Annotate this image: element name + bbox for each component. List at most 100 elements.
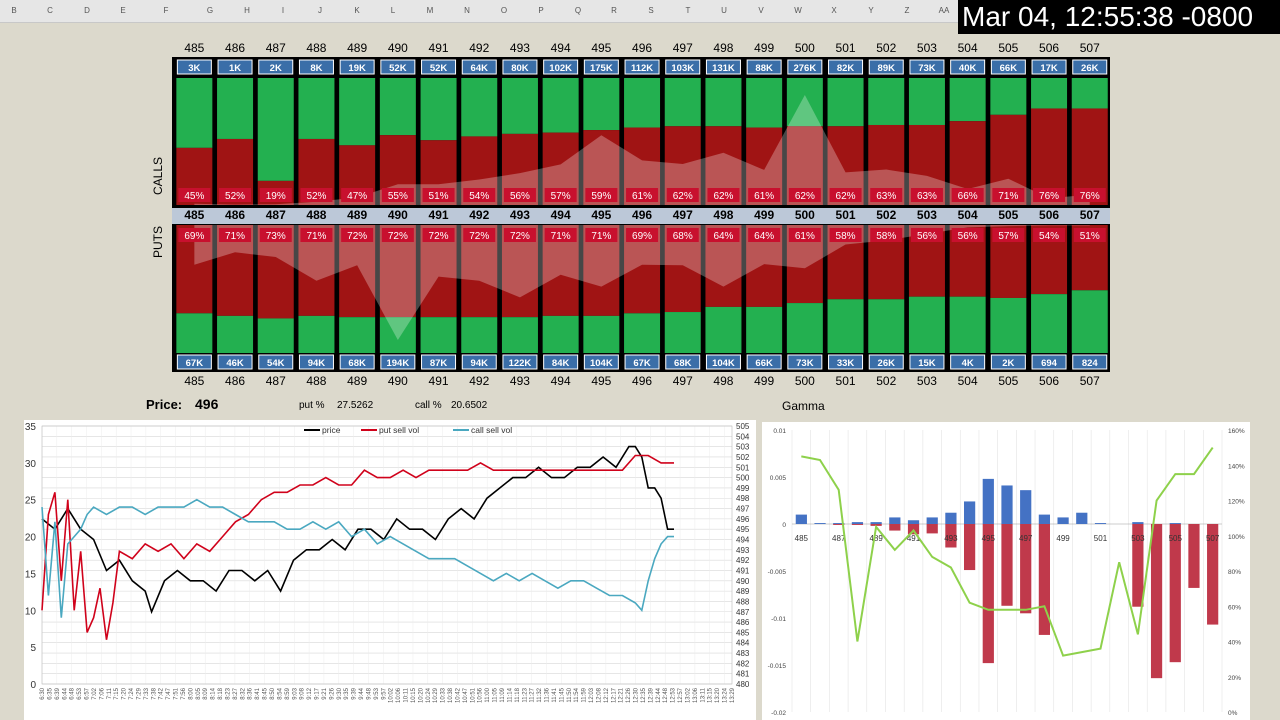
x-tick: 12:12 — [604, 687, 610, 703]
x-tick: 10:06 — [396, 687, 402, 703]
call-buy-bar — [461, 78, 498, 137]
put-volume-value: 824 — [1082, 358, 1099, 369]
strike-label-mid: 494 — [551, 208, 571, 222]
call-sell-pct: 76% — [1039, 191, 1059, 202]
put-volume-badge — [461, 354, 497, 370]
x-tick: 6:44 — [62, 687, 68, 699]
y-left-tick: 15 — [25, 569, 37, 580]
call-sell-pct-badge — [951, 188, 984, 202]
column-letter: Z — [904, 6, 910, 15]
put-gamma-bar — [1150, 524, 1163, 679]
put-gamma-bar — [1188, 524, 1200, 588]
x-tick: 10:02 — [389, 687, 395, 703]
y-right-tick: 503 — [736, 443, 750, 452]
call-volume-value: 175K — [590, 63, 613, 74]
call-volume-value: 80K — [511, 63, 529, 74]
x-tick: 11:41 — [552, 687, 558, 702]
x-tick: 7:24 — [129, 687, 135, 699]
x-tick: 6:53 — [77, 687, 83, 699]
put-buy-bar — [542, 315, 579, 353]
column-letter: F — [163, 6, 169, 15]
call-volume-value: 19K — [348, 63, 366, 74]
put-volume-badge — [868, 354, 904, 370]
put-volume-value: 66K — [755, 358, 773, 369]
column-letter: E — [120, 6, 126, 15]
put-volume-badge — [217, 354, 253, 370]
puts-volume-overlay — [194, 225, 1090, 340]
call-pct-value: 20.6502 — [451, 400, 488, 411]
put-volume-value: 104K — [590, 358, 613, 369]
x-tick: 7:15 — [114, 687, 120, 699]
put-sell-pct-badge — [503, 228, 536, 242]
put-sell-pct-badge — [219, 228, 252, 242]
y-right-tick: 501 — [736, 463, 750, 472]
call-buy-bar — [827, 78, 864, 127]
x-tick: 13:11 — [700, 687, 706, 702]
strike-label-mid: 487 — [266, 208, 286, 222]
put-buy-bar — [379, 317, 416, 353]
call-sell-pct-badge — [544, 188, 577, 202]
y-left-tick: 0 — [782, 522, 786, 529]
gamma-title: Gamma — [782, 399, 825, 413]
strike-label-top: 505 — [998, 41, 1018, 55]
call-buy-bar — [624, 78, 661, 128]
strike-label-bottom: 500 — [795, 374, 815, 388]
y-right-tick: 494 — [736, 536, 750, 545]
put-sell-pct: 72% — [347, 231, 367, 242]
call-sell-pct: 47% — [347, 191, 367, 202]
put-sell-pct: 69% — [184, 231, 204, 242]
put-volume-value: 68K — [348, 358, 366, 369]
strike-label-top: 485 — [184, 41, 204, 55]
put-sell-pct: 69% — [632, 231, 652, 242]
call-sell-pct: 66% — [958, 191, 978, 202]
put-sell-pct: 58% — [836, 231, 856, 242]
call-volume-badge — [258, 59, 294, 75]
call-sell-pct: 62% — [836, 191, 856, 202]
x-tick: 11:54 — [574, 687, 580, 702]
call-gamma-bar — [1076, 512, 1088, 524]
x-tick: 11:50 — [567, 687, 573, 702]
put-volume-value: 2K — [1002, 358, 1014, 369]
x-tick: 489 — [869, 534, 883, 543]
put-volume-badge — [298, 354, 334, 370]
puts-label: PUTS — [151, 226, 165, 258]
strike-label-bottom: 505 — [998, 374, 1018, 388]
put-sell-pct-badge — [666, 228, 699, 242]
y-right-tick: 486 — [736, 618, 750, 627]
put-sell-pct-badge — [992, 228, 1025, 242]
y-right-tick: 483 — [736, 649, 750, 658]
x-tick: 12:57 — [678, 687, 684, 703]
y-right-tick: 0% — [1228, 710, 1238, 717]
strike-label-bottom: 502 — [876, 374, 896, 388]
call-volume-badge — [665, 59, 701, 75]
call-sell-pct: 52% — [306, 191, 326, 202]
call-volume-badge — [1031, 59, 1067, 75]
put-volume-value: 694 — [1041, 358, 1058, 369]
series-line-call-sell-vol — [41, 498, 674, 618]
volume-price-chart: 3530252015105050550450350250150049949849… — [24, 420, 756, 720]
column-letter: N — [464, 6, 470, 15]
strike-label-mid: 493 — [510, 208, 530, 222]
x-tick: 11:14 — [507, 687, 513, 702]
call-sell-pct-badge — [870, 188, 903, 202]
call-sell-pct-badge — [381, 188, 414, 202]
x-tick: 9:26 — [329, 687, 335, 699]
put-sell-pct-badge — [259, 228, 292, 242]
call-buy-bar — [176, 78, 213, 148]
y-right-tick: 160% — [1228, 428, 1245, 435]
strike-label-bottom: 503 — [917, 374, 937, 388]
column-letter: V — [758, 6, 764, 15]
strike-label-mid: 492 — [469, 208, 489, 222]
gamma-chart: 0.01 0.005 0 -0.005 -0.01 -0.015 -0.02 160% 140%… — [762, 422, 1250, 720]
column-letter: P — [538, 6, 544, 15]
call-sell-pct-badge — [259, 188, 292, 202]
y-left-tick: -0.02 — [771, 710, 786, 717]
strike-label-mid: 490 — [388, 208, 408, 222]
put-buy-bar — [949, 296, 986, 353]
column-letter: U — [721, 6, 727, 15]
call-volume-badge — [705, 59, 741, 75]
call-sell-pct-badge — [910, 188, 943, 202]
call-volume-badge — [828, 59, 864, 75]
series-line-price — [41, 445, 674, 615]
x-tick: 493 — [944, 534, 958, 543]
